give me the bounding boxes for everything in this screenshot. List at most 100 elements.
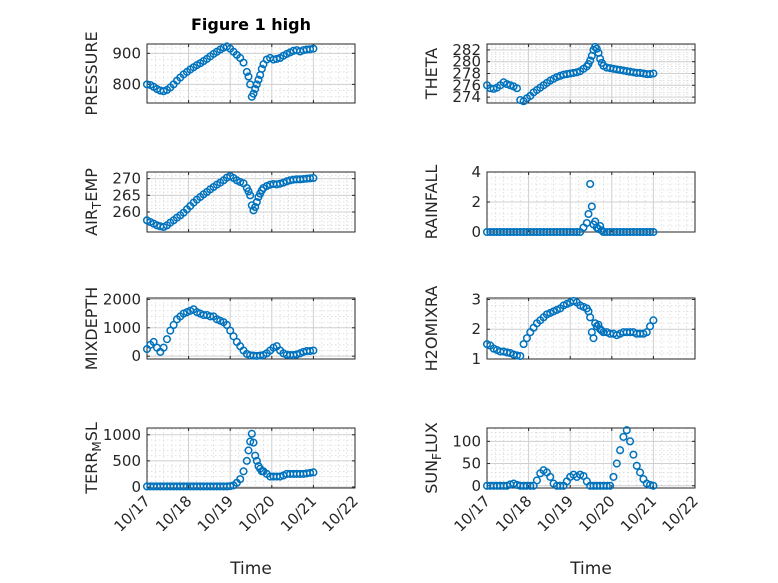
data-point [649,227,658,237]
axes-box [486,171,696,233]
data-point [636,468,645,477]
x-tick-label: 10/18 [152,492,195,535]
y-tick-label: 274 [452,88,481,106]
data-point [254,75,263,84]
data-point [649,481,658,490]
data-point [222,320,231,330]
y-tick-label: 4 [471,163,481,181]
y-tick-label: 0 [471,477,481,495]
data-point [597,226,606,235]
data-point [244,446,253,455]
data-point [249,438,258,447]
subplot-6: 1 2 3 H2OMIXRA [422,286,696,372]
y-tick-label: 3 [471,290,481,308]
data-point [646,227,655,237]
x-axis-label: Time [229,559,272,579]
data-point [239,467,248,476]
y-axis-label: TERRMSL [82,422,104,495]
x-tick-label: 10/17 [451,492,494,535]
data-point [252,456,261,465]
y-tick-label: 260 [112,203,141,221]
data-point [257,64,266,73]
y-axis-label: THETA [422,48,441,100]
data-point [309,173,318,183]
y-tick-label: 276 [452,76,481,94]
x-tick-label: 10/20 [575,492,618,535]
data-point [602,481,611,490]
data-point [584,209,593,219]
data-point [309,346,318,355]
y-tick-label: 50 [462,455,481,473]
data-point [272,54,281,63]
data-point [519,340,528,349]
x-tick-label: 10/20 [235,492,278,535]
y-axis-label: RAINFALL [422,165,441,240]
data-point [244,72,253,81]
data-point [306,468,315,477]
y-tick-label: 280 [452,53,481,71]
x-tick-label: 10/21 [277,492,320,535]
subplot-8: 0 50 100 SUNFLUX 10/1710/1810/1910/2010/2110… [422,422,702,579]
data-point [169,320,178,330]
y-tick-label: 1000 [103,319,141,337]
data-point [609,472,618,481]
y-tick-label: 2 [471,193,481,211]
data-point [646,480,655,489]
data-point [247,429,256,438]
x-tick-label: 10/18 [492,492,535,535]
data-point [606,481,615,490]
y-tick-label: 270 [112,170,141,188]
data-point [251,84,260,94]
x-tick-label: 10/21 [617,492,660,535]
y-tick-label: 282 [452,41,481,59]
y-tick-label: 800 [112,75,141,93]
y-tick-label: 100 [452,432,481,450]
data-point [166,326,175,335]
data-point [556,481,565,490]
data-point [626,437,635,446]
data-point [619,432,628,441]
x-tick-label: 10/22 [319,492,362,535]
data-point [596,221,605,231]
data-point [572,227,581,237]
y-axis-label: MIXDEPTH [82,287,101,370]
data-point [142,80,152,89]
axes-box [486,43,696,104]
data-point [306,174,315,183]
y-tick-label: 2 [471,320,481,338]
data-point [229,332,238,341]
data-point [532,476,541,485]
data-point [594,320,603,329]
data-point [646,70,655,79]
data-point [597,326,606,335]
axes-box [146,427,356,489]
data-point [632,461,641,470]
data-point [226,326,235,335]
x-tick-label: 10/19 [534,492,577,535]
y-tick-label: 278 [452,65,481,83]
y-axis-label: SUNFLUX [422,422,444,494]
data-point [246,191,255,200]
y-tick-label: 1 [471,350,481,368]
data-point [516,351,525,361]
y-tick-label: 500 [112,452,141,470]
axes-box [146,43,356,104]
y-axis-label: H2OMIXRA [422,286,441,372]
data-point [526,481,535,490]
data-point [256,351,265,360]
figure-title: Figure 1 high [191,15,311,34]
data-point [251,202,260,212]
data-point [252,197,261,207]
data-point [629,450,638,459]
data-point [239,58,248,67]
data-point [586,313,595,322]
y-tick-label: 0 [131,347,141,365]
y-tick-label: 265 [112,186,141,204]
y-tick-label: 0 [471,223,481,241]
data-point [589,334,598,343]
data-point [649,316,658,325]
data-point [236,475,245,484]
